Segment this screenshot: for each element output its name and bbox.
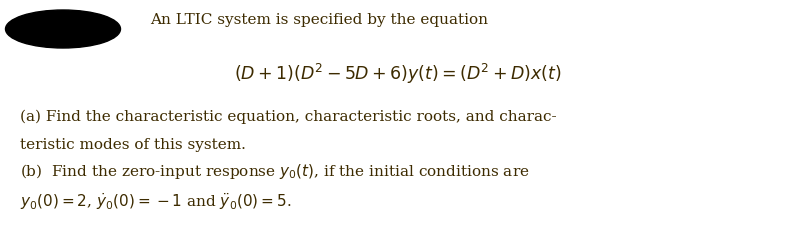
Text: (a) Find the characteristic equation, characteristic roots, and charac-: (a) Find the characteristic equation, ch… bbox=[20, 110, 556, 124]
Text: $y_0(0)=2$, $\dot{y}_0(0)=-1$ and $\ddot{y}_0(0)=5$.: $y_0(0)=2$, $\dot{y}_0(0)=-1$ and $\ddot… bbox=[20, 190, 291, 211]
Text: (b)  Find the zero-input response $y_0(t)$, if the initial conditions are: (b) Find the zero-input response $y_0(t)… bbox=[20, 161, 529, 180]
Text: teristic modes of this system.: teristic modes of this system. bbox=[20, 137, 246, 151]
Text: An LTIC system is specified by the equation: An LTIC system is specified by the equat… bbox=[150, 13, 488, 27]
Ellipse shape bbox=[6, 11, 120, 49]
Text: $(D+1)(D^2-5D+6)y(t) = (D^2+D)x(t)$: $(D+1)(D^2-5D+6)y(t) = (D^2+D)x(t)$ bbox=[234, 62, 562, 86]
